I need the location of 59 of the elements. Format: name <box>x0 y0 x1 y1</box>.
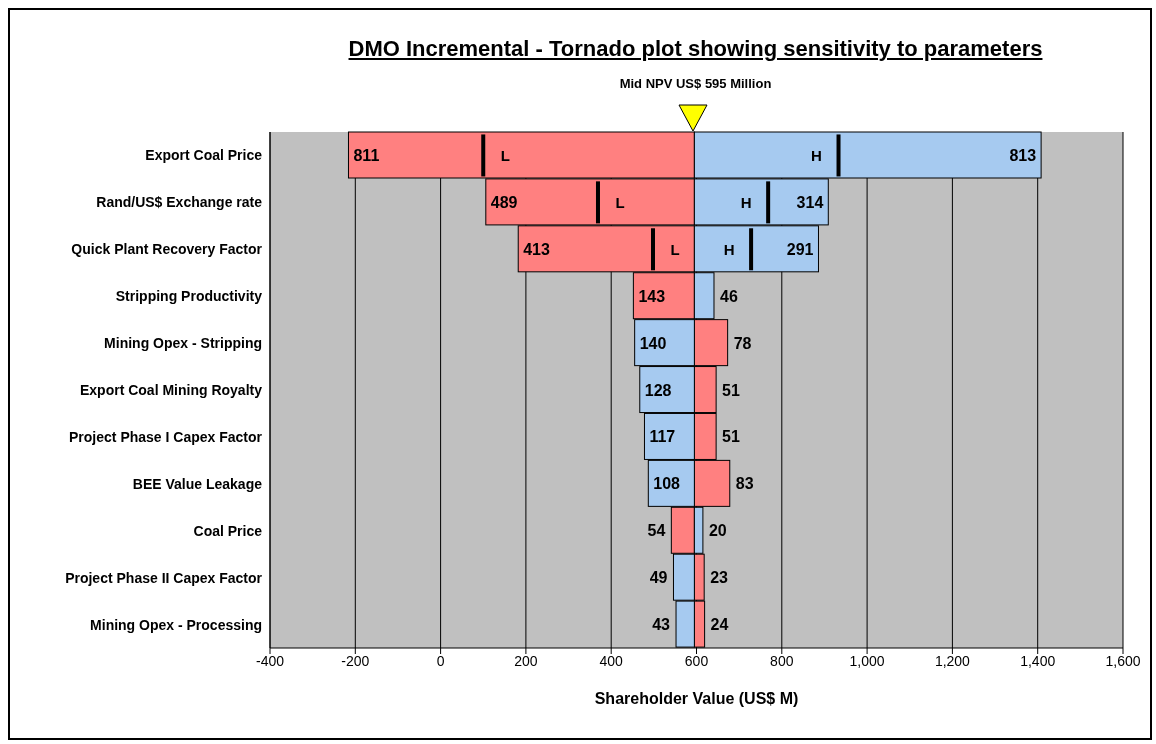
y-tick-label: BEE Value Leakage <box>132 475 263 492</box>
data-label: 140 <box>639 334 667 352</box>
x-tick-label: 200 <box>514 652 538 669</box>
chart-title: DMO Incremental - Tornado plot showing sensitivity to parameters <box>347 36 1044 62</box>
data-label: 46 <box>719 287 738 305</box>
y-tick-label: Stripping Productivity <box>115 288 263 305</box>
data-label: 83 <box>735 475 754 493</box>
x-tick-label: 400 <box>599 652 624 669</box>
chart-subtitle: Mid NPV US$ 595 Million <box>618 76 773 91</box>
y-tick-label: Coal Price <box>193 522 263 539</box>
data-label: 117 <box>649 428 676 446</box>
data-label: 413 <box>523 240 551 258</box>
data-label: 43 <box>652 616 671 634</box>
marker-label: H <box>723 228 754 271</box>
y-tick-label: Quick Plant Recovery Factor <box>71 241 263 258</box>
marker-label: L <box>651 228 680 271</box>
data-label: 51 <box>722 428 741 446</box>
data-label: 23 <box>710 569 729 587</box>
y-tick-label: Project Phase II Capex Factor <box>65 569 263 586</box>
data-label: 54 <box>647 522 666 540</box>
data-label: 20 <box>708 522 727 540</box>
x-axis-title: Shareholder Value (US$ M) <box>594 690 799 707</box>
data-label: 49 <box>649 569 668 587</box>
marker-label: L <box>596 181 625 224</box>
y-tick-label: Mining Opex - Processing <box>90 616 262 633</box>
y-tick-label: Export Coal Price <box>145 147 263 164</box>
x-tick-label: -400 <box>255 652 285 669</box>
marker-label: H <box>811 134 841 177</box>
data-label: 813 <box>1009 147 1037 164</box>
marker-label: L <box>481 134 510 177</box>
y-tick-label: Mining Opex - Stripping <box>104 335 262 352</box>
x-tick-label: 1,600 <box>1105 652 1141 669</box>
data-label: 811 <box>353 147 380 164</box>
data-label: 51 <box>722 381 741 399</box>
annotation: H <box>811 147 822 165</box>
x-tick-label: -200 <box>341 652 370 669</box>
y-tick-label: Project Phase I Capex Factor <box>69 428 263 445</box>
data-label: 78 <box>733 334 752 352</box>
x-tick-label: 1,000 <box>849 652 885 669</box>
x-tick-label: 800 <box>770 652 794 669</box>
annotation: L <box>670 241 680 259</box>
x-tick-label: 1,200 <box>934 652 971 669</box>
data-label: 108 <box>653 475 681 493</box>
annotation: H <box>723 241 735 259</box>
data-label: 24 <box>710 616 729 634</box>
y-tick-label: Rand/US$ Exchange rate <box>96 194 263 211</box>
data-label: 128 <box>644 381 672 399</box>
annotation: L <box>615 194 625 212</box>
annotation: H <box>740 194 752 212</box>
data-label: 143 <box>638 287 666 305</box>
data-label: 291 <box>786 240 814 258</box>
marker-label: H <box>740 181 771 224</box>
annotation: L <box>500 147 510 165</box>
x-tick-label: 1,400 <box>1020 652 1056 669</box>
data-label: 314 <box>796 193 824 211</box>
y-tick-label: Export Coal Mining Royalty <box>79 381 263 398</box>
x-tick-label: 600 <box>684 652 709 669</box>
data-label: 489 <box>490 193 518 211</box>
x-tick-label: 0 <box>436 652 445 669</box>
